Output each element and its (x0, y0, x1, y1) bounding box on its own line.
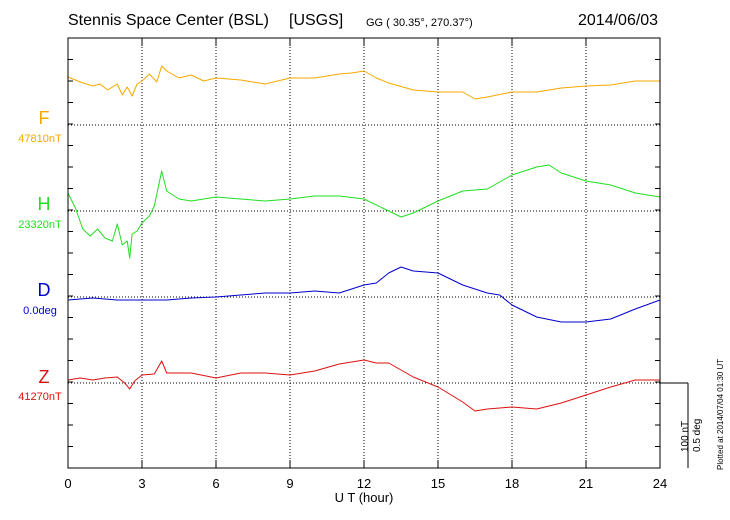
x-axis-label: U T (hour) (335, 490, 394, 505)
scale-bar: 100 nT 0.5 deg (660, 382, 703, 468)
series-d-line (67, 266, 661, 323)
series-f-line (67, 65, 660, 100)
series-h-name: H (38, 194, 51, 214)
series-f-name: F (39, 108, 50, 128)
series-d-baseline: 0.0deg (23, 305, 57, 317)
scale-nt-label: 100 nT (680, 421, 691, 452)
x-tick-label: 24 (653, 476, 667, 491)
plotted-timestamp: Plotted at 2014/07/04 01:30 UT (716, 359, 725, 470)
x-tick-label: 12 (357, 476, 371, 491)
series-h-baseline: 23320nT (18, 219, 62, 231)
axis-ticks: 0 3 6 9 12 15 18 21 24 (64, 38, 667, 491)
date-label: 2014/06/03 (578, 12, 659, 29)
x-tick-label: 21 (579, 476, 593, 491)
x-tick-label: 9 (286, 476, 293, 491)
series-f-baseline: 47810nT (18, 133, 62, 145)
coords-label: GG ( 30.35°, 270.37°) (366, 17, 473, 29)
plot-frame (67, 37, 661, 469)
station-title: Stennis Space Center (BSL) (68, 12, 269, 29)
series-labels: F 47810nT H 23320nT D 0.0deg Z 41270nT (18, 108, 62, 403)
series-h-line (67, 164, 661, 259)
series-z-name: Z (39, 367, 50, 387)
series-lines (67, 65, 661, 412)
x-tick-label: 18 (505, 476, 519, 491)
x-tick-label: 6 (212, 476, 219, 491)
scale-deg-label: 0.5 deg (692, 419, 703, 452)
source-label: [USGS] (289, 12, 344, 29)
x-tick-label: 0 (64, 476, 71, 491)
x-tick-label: 15 (431, 476, 445, 491)
x-tick-label: 3 (138, 476, 145, 491)
series-d-name: D (38, 280, 51, 300)
grid-lines (68, 38, 660, 468)
series-z-line (67, 359, 660, 412)
series-z-baseline: 41270nT (18, 391, 62, 403)
